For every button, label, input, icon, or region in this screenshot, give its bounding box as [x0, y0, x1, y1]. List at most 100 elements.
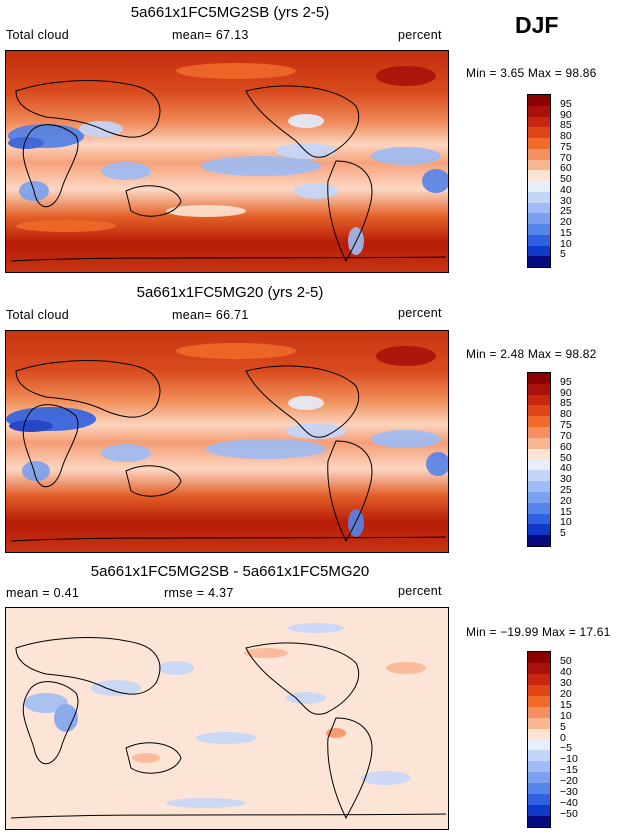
colorbar-tick-label: 95 [560, 97, 572, 110]
colorbar-swatch [528, 116, 550, 128]
colorbar-swatch [528, 535, 550, 546]
colorbar-swatch [528, 373, 550, 384]
colorbar-swatch [528, 256, 550, 267]
colorbar-swatch [528, 383, 550, 395]
colorbar-swatch [528, 673, 550, 685]
colorbar-swatch [528, 437, 550, 449]
colorbar-tick-label: 30 [560, 676, 572, 689]
panel-2-mean-label: mean= 66.71 [172, 308, 249, 322]
colorbar-tick-label: 75 [560, 419, 572, 432]
colorbar-tick-label: 25 [560, 483, 572, 496]
colorbar-swatch [528, 170, 550, 181]
panel-1-map-svg [6, 51, 448, 272]
colorbar-swatch [528, 394, 550, 406]
panel-1-units-label: percent [398, 28, 442, 42]
colorbar-swatch [528, 524, 550, 536]
colorbar-swatch [528, 95, 550, 106]
colorbar-swatch [528, 652, 550, 663]
colorbar-swatch [528, 470, 550, 482]
colorbar-tick-label: 40 [560, 183, 572, 196]
colorbar-swatch [528, 706, 550, 718]
colorbar-tick-label: 5 [560, 720, 566, 733]
panel-3-map-svg [6, 608, 448, 829]
panel-3-units-label: percent [398, 584, 442, 598]
colorbar-swatch [528, 181, 550, 192]
colorbar-swatch [528, 427, 550, 438]
colorbar-swatch [528, 224, 550, 235]
colorbar-swatch [528, 448, 550, 460]
panel-1-variable-label: Total cloud [6, 28, 70, 42]
colorbar-swatch [528, 684, 550, 696]
colorbar-swatch [528, 772, 550, 784]
colorbar-swatch [528, 717, 550, 729]
panel-3-colorbar [527, 651, 551, 828]
colorbar-swatch [528, 816, 550, 827]
panel-2-map-svg [6, 331, 448, 552]
colorbar-swatch [528, 416, 550, 428]
panel-2-min-max: Min = 2.48 Max = 98.82 [466, 347, 597, 361]
colorbar-tick-label: 0 [560, 731, 566, 744]
colorbar-tick-label: −50 [560, 808, 578, 821]
colorbar-tick-label: 85 [560, 397, 572, 410]
colorbar-swatch [528, 502, 550, 514]
colorbar-swatch [528, 202, 550, 214]
panel-1-min-max: Min = 3.65 Max = 98.86 [466, 66, 597, 80]
colorbar-tick-label: 10 [560, 709, 572, 722]
colorbar-tick-label: −10 [560, 753, 578, 766]
colorbar-tick-label: 95 [560, 375, 572, 388]
panel-2-colorbar [527, 372, 551, 547]
panel-1-colorbar [527, 94, 551, 268]
colorbar-tick-label: 30 [560, 194, 572, 207]
colorbar-tick-label: −15 [560, 764, 578, 777]
colorbar-tick-label: 50 [560, 173, 572, 185]
colorbar-swatch [528, 405, 550, 417]
colorbar-swatch [528, 728, 550, 740]
colorbar-tick-label: 15 [560, 505, 572, 518]
colorbar-tick-label: 5 [560, 248, 566, 261]
colorbar-swatch [528, 138, 550, 149]
season-label: DJF [515, 12, 559, 38]
colorbar-tick-label: 20 [560, 687, 572, 700]
colorbar-tick-label: 50 [560, 654, 572, 667]
colorbar-swatch [528, 148, 550, 160]
colorbar-swatch [528, 513, 550, 525]
colorbar-swatch [528, 695, 550, 707]
colorbar-swatch [528, 245, 550, 257]
colorbar-swatch [528, 459, 550, 471]
colorbar-swatch [528, 481, 550, 492]
colorbar-swatch [528, 105, 550, 117]
colorbar-swatch [528, 750, 550, 762]
colorbar-swatch [528, 794, 550, 806]
colorbar-swatch [528, 662, 550, 674]
colorbar-tick-label: 70 [560, 151, 572, 164]
panel-3-rmse-label: rmse = 4.37 [164, 586, 234, 600]
colorbar-tick-label: −30 [560, 786, 578, 799]
colorbar-tick-label: 70 [560, 429, 572, 442]
colorbar-tick-label: 20 [560, 494, 572, 507]
colorbar-tick-label: 60 [560, 162, 572, 175]
colorbar-swatch [528, 234, 550, 246]
colorbar-tick-label: 15 [560, 226, 572, 239]
colorbar-swatch [528, 213, 550, 224]
colorbar-tick-label: 75 [560, 140, 572, 153]
colorbar-tick-label: 40 [560, 462, 572, 475]
panel-2-variable-label: Total cloud [6, 308, 70, 322]
panel-1-map [5, 50, 449, 273]
panel-3-map [5, 607, 449, 830]
panel-1-mean-label: mean= 67.13 [172, 28, 249, 42]
colorbar-tick-label: 30 [560, 473, 572, 486]
colorbar-tick-label: 80 [560, 408, 572, 421]
colorbar-tick-label: 80 [560, 130, 572, 142]
panel-2-title: 5a661x1FC5MG20 (yrs 2-5) [136, 284, 324, 301]
colorbar-swatch [528, 491, 550, 503]
colorbar-swatch [528, 783, 550, 795]
colorbar-swatch [528, 159, 550, 171]
colorbar-swatch [528, 805, 550, 817]
colorbar-swatch [528, 739, 550, 751]
colorbar-tick-label: 10 [560, 516, 572, 529]
colorbar-tick-label: −40 [560, 797, 578, 810]
colorbar-tick-label: 15 [560, 698, 572, 711]
colorbar-tick-label: 50 [560, 451, 572, 464]
colorbar-swatch [528, 191, 550, 203]
panel-3-mean-label: mean = 0.41 [6, 586, 80, 600]
